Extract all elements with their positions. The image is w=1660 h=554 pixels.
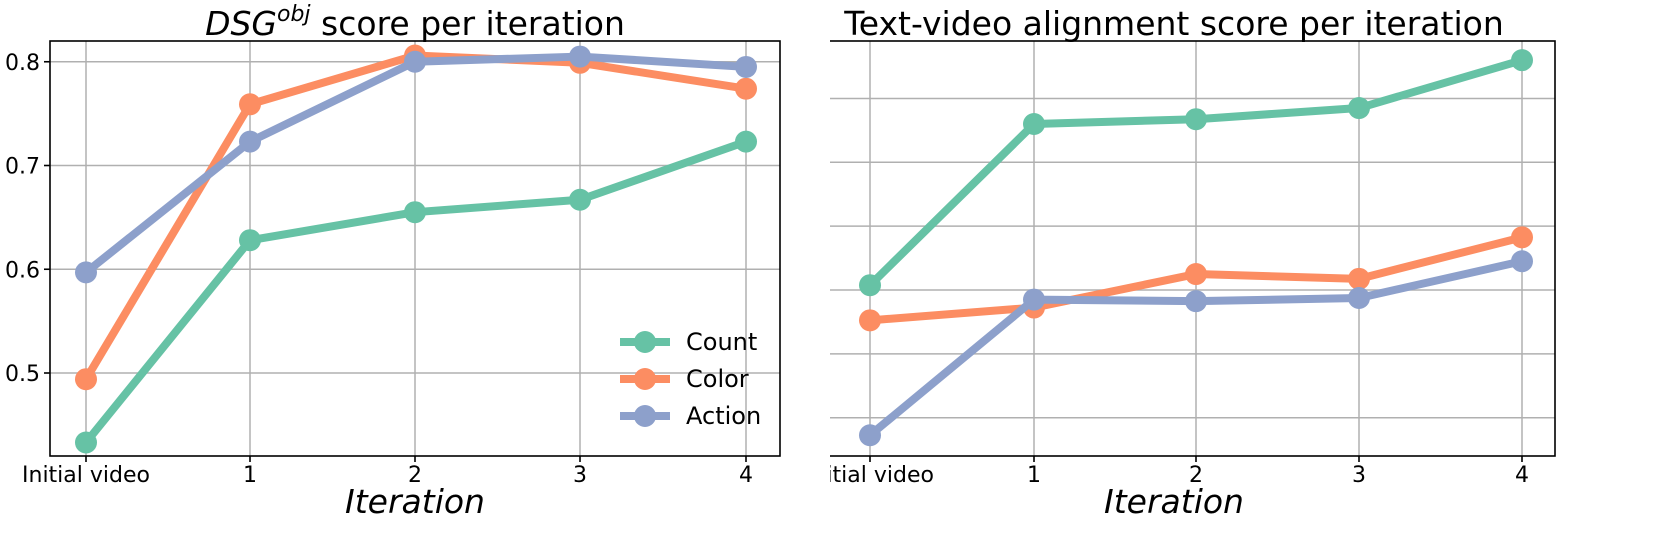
dsg-x-axis-label: Iteration xyxy=(345,482,485,521)
tva-point-count xyxy=(1348,97,1370,120)
dsg-xtick-label: 4 xyxy=(739,463,753,488)
dsg-point-action xyxy=(569,45,591,68)
dsg-point-count xyxy=(569,188,591,211)
dsg-xtick-label: 1 xyxy=(243,463,257,488)
tva-xtick-label: Initial video xyxy=(830,463,934,488)
tva-point-color xyxy=(1511,226,1533,249)
tva-point-action xyxy=(1023,288,1045,311)
dsg-ytick-label: 0.8 xyxy=(5,51,40,76)
dsg-point-action xyxy=(75,261,97,284)
tva-point-action xyxy=(1511,250,1533,273)
dsg-point-color xyxy=(239,93,261,116)
dsg-point-action xyxy=(735,55,757,78)
dsg-ytick-label: 0.6 xyxy=(5,258,40,283)
tva-point-count xyxy=(1023,113,1045,135)
dsg-obj-chart: Initial video 1 2 3 4 0.5 0.6 0.7 0.8 DSGobj scor… xyxy=(5,2,781,521)
tva-point-action xyxy=(1185,290,1207,313)
tva-x-axis-label: Iteration xyxy=(1104,482,1244,521)
dsg-point-color xyxy=(735,77,757,100)
tva-xtick-label: 2 xyxy=(1189,463,1203,488)
dsg-point-color xyxy=(75,368,97,391)
dsg-point-count xyxy=(75,431,97,454)
legend-marker-action xyxy=(634,405,656,427)
dsg-series-line-action xyxy=(82,52,750,277)
dsg-point-count xyxy=(404,201,426,224)
tva-point-color xyxy=(1348,267,1370,290)
text-video-alignment-chart-svg: Initial video1234424446485052Text-video … xyxy=(830,4,1556,521)
tva-xtick-label: 4 xyxy=(1515,463,1529,488)
tva-chart-title: Text-video alignment score per iteration xyxy=(843,4,1503,43)
legend-label-count: Count xyxy=(686,328,757,356)
dsg-ytick-label: 0.7 xyxy=(5,155,40,180)
tva-point-color xyxy=(1185,263,1207,286)
tva-xtick-label: 1 xyxy=(1027,463,1041,488)
tva-point-count xyxy=(1185,108,1207,131)
legend-marker-color xyxy=(634,368,656,390)
dsg-ytick-label: 0.5 xyxy=(5,362,40,387)
dsg-xtick-label: 2 xyxy=(408,463,422,488)
dsg-series-line-count xyxy=(82,137,750,447)
dsg-chart-title: DSGobj score per iteration xyxy=(205,2,625,43)
tva-plot-frame xyxy=(830,40,1556,457)
tva-point-color xyxy=(859,309,881,332)
dsg-point-count xyxy=(239,229,261,252)
tva-point-action xyxy=(1348,286,1370,309)
tva-xtick-label: 3 xyxy=(1352,463,1366,488)
tva-point-action xyxy=(859,424,881,447)
dsg-plot-frame xyxy=(49,40,781,457)
dsg-xtick-label: 3 xyxy=(573,463,587,488)
dsg-point-action xyxy=(404,50,426,73)
dsg-point-action xyxy=(239,130,261,153)
legend-marker-count xyxy=(634,331,656,353)
tva-point-count xyxy=(1511,49,1533,72)
dsg-obj-chart-svg: Initial video 1 2 3 4 0.5 0.6 0.7 0.8 DSGobj scor… xyxy=(5,2,781,521)
dsg-xtick-label: Initial video xyxy=(22,463,150,488)
legend-label-action: Action xyxy=(686,402,761,430)
dsg-point-count xyxy=(735,130,757,153)
tva-point-count xyxy=(859,274,881,297)
legend-label-color: Color xyxy=(686,365,749,393)
text-video-alignment-chart: Initial video1234424446485052Text-video … xyxy=(830,0,1660,554)
